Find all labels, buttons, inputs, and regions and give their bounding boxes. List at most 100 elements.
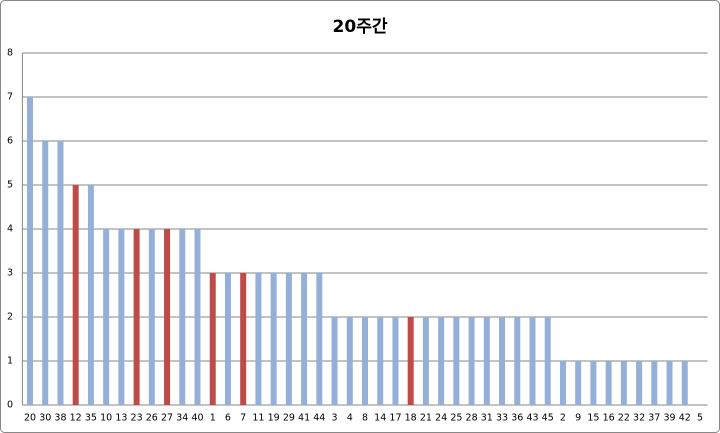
x-tick-label: 6 (225, 413, 231, 424)
x-tick-label: 29 (283, 413, 295, 424)
x-tick-label: 2 (560, 413, 566, 424)
bar (605, 361, 612, 405)
bar (103, 229, 110, 405)
x-tick-label: 8 (362, 413, 368, 424)
x-tick-label: 18 (405, 413, 417, 424)
bar (483, 317, 490, 405)
bar (301, 273, 308, 405)
y-tick-label: 3 (7, 268, 13, 279)
x-tick-label: 24 (435, 413, 447, 424)
x-tick-label: 34 (176, 413, 188, 424)
x-tick-label: 40 (191, 413, 203, 424)
chart-title: 20주간 (333, 17, 388, 37)
x-tick-label: 33 (496, 413, 508, 424)
bar (57, 141, 64, 405)
bar (362, 317, 368, 405)
x-tick-label: 31 (481, 413, 493, 424)
bar (118, 229, 125, 405)
bar (255, 273, 262, 405)
bar (224, 273, 231, 405)
x-tick-label: 14 (374, 413, 386, 424)
x-tick-label: 32 (633, 413, 645, 424)
x-tick-label: 17 (389, 413, 401, 424)
bar (438, 317, 445, 405)
x-tick-label: 38 (54, 413, 66, 424)
y-tick-label: 4 (7, 224, 13, 235)
x-tick-label: 23 (131, 413, 143, 424)
bar (666, 361, 673, 405)
x-tick-label: 28 (466, 413, 478, 424)
bar (392, 317, 399, 405)
x-tick-label: 5 (697, 413, 703, 424)
bar (620, 361, 627, 405)
x-tick-label: 37 (648, 413, 660, 424)
bar (453, 317, 460, 405)
bar (544, 317, 551, 405)
bar (316, 273, 323, 405)
x-tick-label: 7 (240, 413, 246, 424)
x-tick-label: 21 (420, 413, 432, 424)
x-tick-label: 30 (39, 413, 51, 424)
bar (499, 317, 506, 405)
bar (179, 229, 186, 405)
x-tick-label: 41 (298, 413, 310, 424)
bar (514, 317, 521, 405)
bar (681, 361, 688, 405)
y-tick-label: 7 (7, 92, 13, 103)
x-tick-label: 35 (85, 413, 97, 424)
x-tick-label: 1 (210, 413, 216, 424)
bar (331, 317, 338, 405)
bar (240, 273, 247, 405)
bar (346, 317, 353, 405)
bar (636, 361, 643, 405)
bar (407, 317, 414, 405)
bar (651, 361, 658, 405)
x-tick-label: 39 (663, 413, 675, 424)
x-tick-label: 12 (70, 413, 82, 424)
x-tick-label: 43 (526, 413, 538, 424)
y-tick-label: 0 (7, 400, 13, 411)
x-tick-label: 3 (332, 413, 338, 424)
bar (529, 317, 536, 405)
x-tick-label: 44 (313, 413, 325, 424)
bar (72, 185, 79, 405)
x-tick-label: 36 (511, 413, 523, 424)
bar (148, 229, 155, 405)
bar (87, 185, 94, 405)
x-tick-label: 16 (603, 413, 615, 424)
bar (42, 141, 49, 405)
x-tick-label: 27 (161, 413, 173, 424)
x-tick-label: 10 (100, 413, 112, 424)
bar (133, 229, 140, 405)
x-tick-label: 42 (679, 413, 691, 424)
x-tick-label: 25 (450, 413, 462, 424)
bar (164, 229, 171, 405)
x-tick-label: 11 (252, 413, 264, 424)
y-tick-label: 2 (7, 312, 13, 323)
bar (194, 229, 201, 405)
x-tick-label: 22 (618, 413, 630, 424)
x-tick-label: 20 (24, 413, 36, 424)
bar (209, 273, 216, 405)
bar (27, 97, 34, 405)
bar (575, 361, 582, 405)
y-tick-label: 6 (7, 136, 13, 147)
bar (468, 317, 475, 405)
bar (285, 273, 292, 405)
x-tick-label: 19 (268, 413, 280, 424)
bar (559, 361, 566, 405)
x-tick-label: 9 (575, 413, 581, 424)
x-tick-label: 26 (146, 413, 158, 424)
x-tick-label: 45 (542, 413, 554, 424)
y-tick-label: 5 (7, 180, 13, 191)
x-tick-label: 13 (115, 413, 127, 424)
bar (590, 361, 597, 405)
bar (270, 273, 277, 405)
bar (422, 317, 429, 405)
bar (377, 317, 384, 405)
y-tick-label: 8 (7, 48, 13, 59)
y-tick-label: 1 (7, 356, 13, 367)
x-tick-label: 4 (347, 413, 353, 424)
